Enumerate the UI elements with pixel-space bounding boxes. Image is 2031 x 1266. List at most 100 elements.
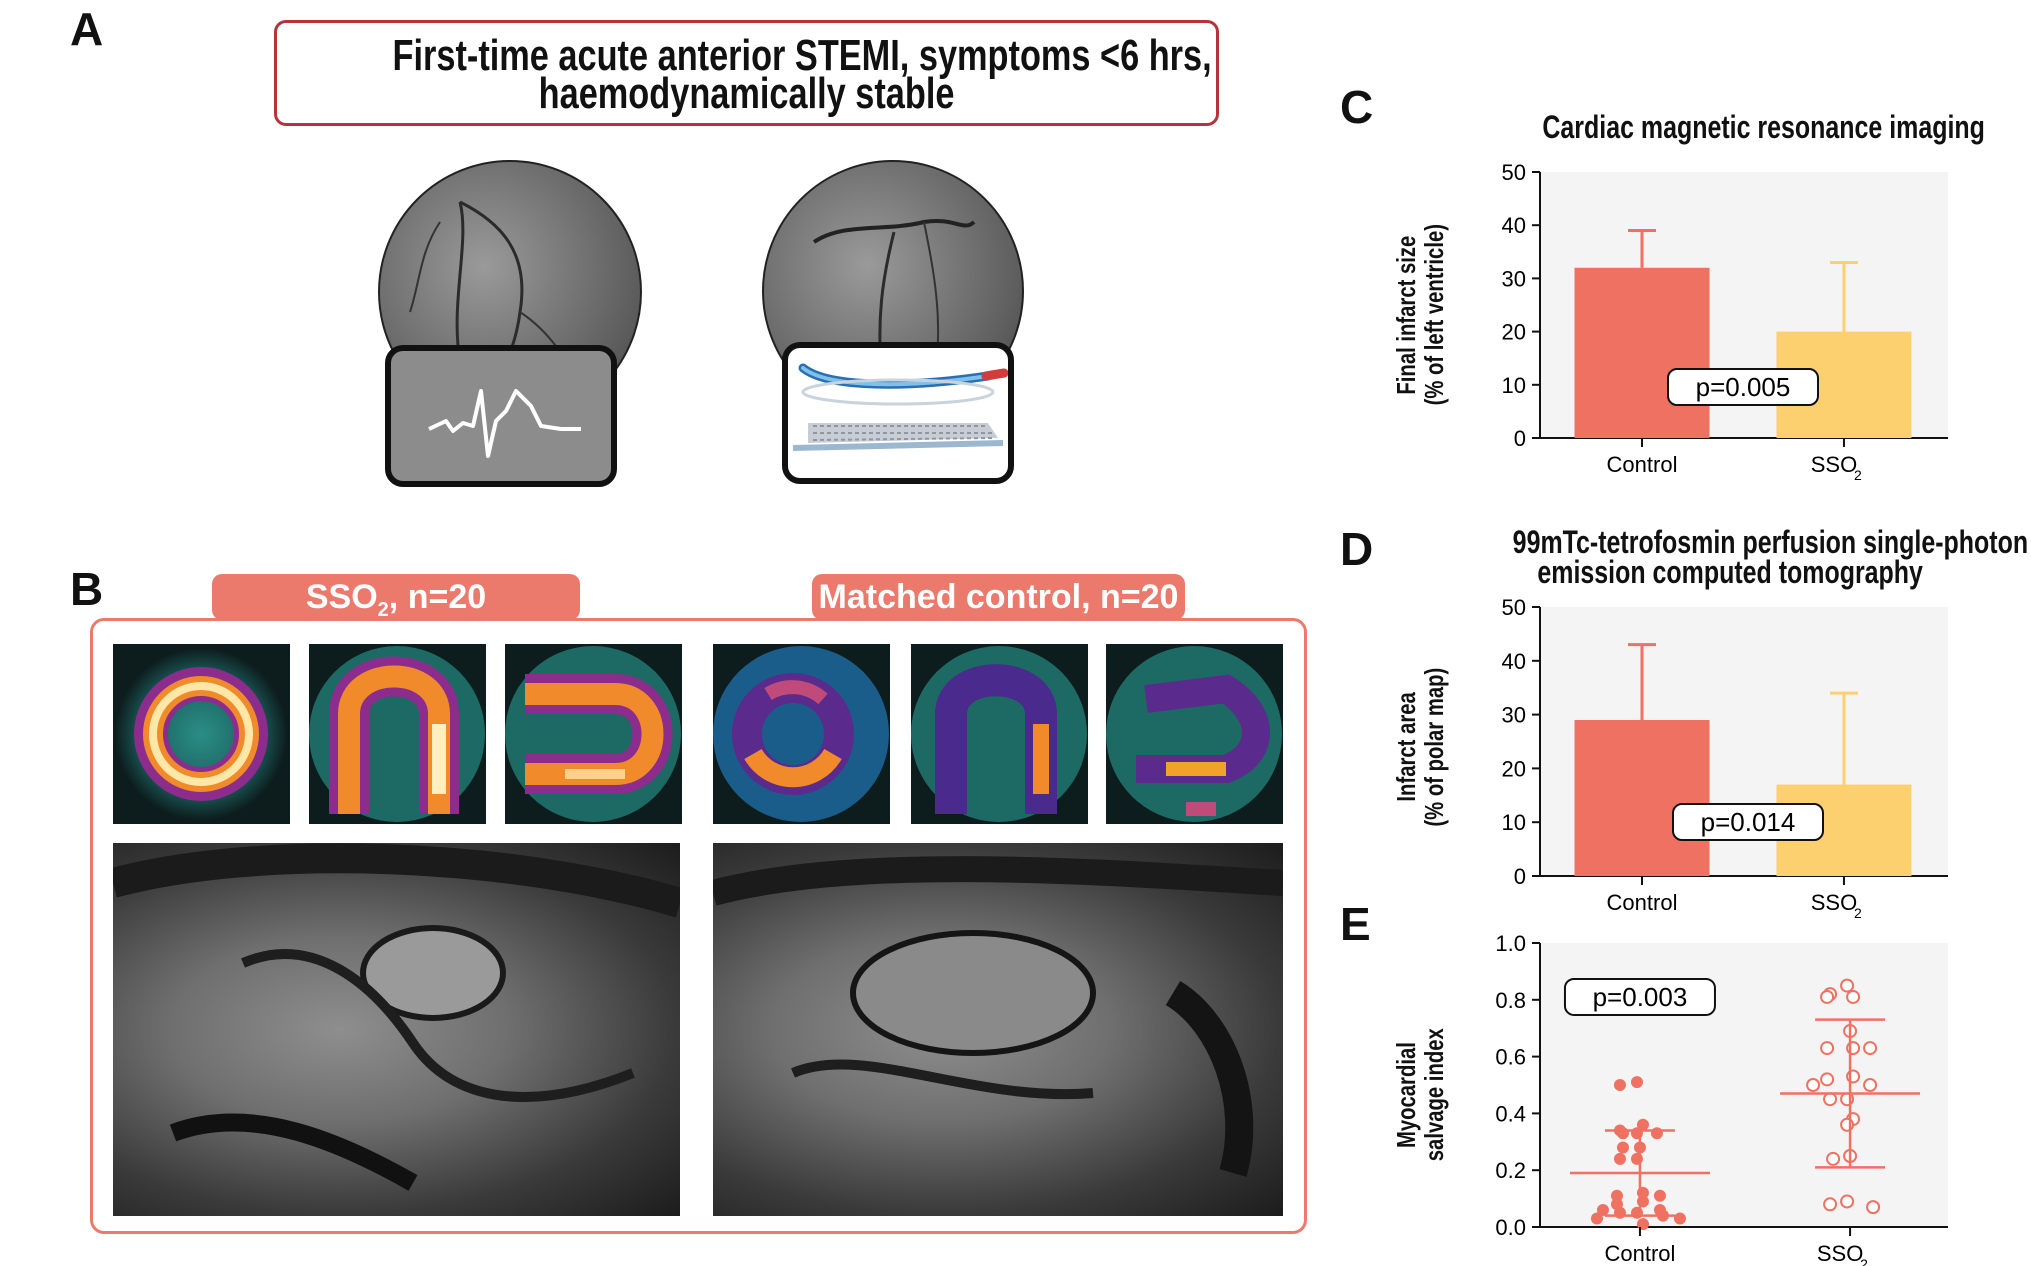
chart-d-svg: 0 10 20 30 40 50 Control SSO2 p=0.014 bbox=[1502, 595, 1948, 921]
chart-c-ytick-label: 40 bbox=[1502, 213, 1526, 238]
ecg-waveform-icon bbox=[428, 389, 581, 458]
chart-c-title-text: Cardiac magnetic resonance imaging bbox=[1542, 109, 1985, 145]
chart-d-ytick-label: 20 bbox=[1502, 756, 1526, 781]
chart-c-ytick-label: 0 bbox=[1514, 426, 1526, 451]
cmr-image-sso2 bbox=[113, 843, 680, 1216]
chart-d-xtick-label-control: Control bbox=[1607, 890, 1678, 915]
cmr-image-control bbox=[713, 843, 1283, 1216]
chart-c-ytick-label: 10 bbox=[1502, 373, 1526, 398]
chart-e-point-control bbox=[1616, 1141, 1629, 1154]
chart-e-ylabel: Myocardial salvage index bbox=[1391, 975, 1452, 1215]
chart-e-point-sso2 bbox=[1863, 1078, 1878, 1092]
chart-d-ytick-label: 30 bbox=[1502, 703, 1526, 728]
catheter-icon bbox=[792, 363, 1009, 451]
chart-d-title-line1: 99mTc-tetrofosmin perfusion single-photo… bbox=[1512, 524, 2029, 560]
chart-c-svg: 0 10 20 30 40 50 Control SSO2 p=0.005 bbox=[1502, 160, 1948, 483]
chart-e-point-control bbox=[1630, 1076, 1643, 1089]
chart-e-point-control bbox=[1653, 1189, 1666, 1202]
chart-c-xtick-label-sso2: SSO bbox=[1811, 452, 1857, 477]
chart-e-ytick-label: 0.2 bbox=[1495, 1158, 1526, 1183]
chart-e-ytick-label: 0.0 bbox=[1495, 1215, 1526, 1240]
criteria-line-1: First-time acute anterior STEMI, symptom… bbox=[392, 31, 1212, 80]
chart-c-ytick-label: 50 bbox=[1502, 160, 1526, 185]
chart-e-point-sso2 bbox=[1823, 1197, 1838, 1212]
chart-e-point-sso2 bbox=[1826, 1151, 1841, 1166]
chart-e-ytick-label: 0.8 bbox=[1495, 988, 1526, 1013]
sso2-label-sub: 2 bbox=[377, 598, 389, 621]
chart-e-point-control bbox=[1610, 1189, 1623, 1202]
chart-e-xtick-label-control: Control bbox=[1604, 1241, 1675, 1266]
sso2-label-rest: , n=20 bbox=[388, 578, 487, 616]
chart-c-bar-0 bbox=[1574, 267, 1710, 438]
chart-c-pvalue: p=0.005 bbox=[1696, 372, 1791, 402]
chart-d-ytick-label: 0 bbox=[1514, 864, 1526, 889]
chart-d-title: 99mTc-tetrofosmin perfusion single-photo… bbox=[1440, 526, 2028, 590]
catheter-device-box bbox=[782, 342, 1014, 484]
chart-e-point-sso2 bbox=[1820, 1041, 1835, 1056]
panel-letter-a: A bbox=[70, 3, 103, 55]
spect-sso2-short-axis bbox=[113, 644, 290, 824]
inclusion-criteria-box: First-time acute anterior STEMI, symptom… bbox=[274, 20, 1219, 126]
chart-e-point-control bbox=[1616, 1127, 1629, 1140]
chart-e-ytick-label: 0.4 bbox=[1495, 1101, 1526, 1126]
chart-d-ytick-label: 40 bbox=[1502, 649, 1526, 674]
chart-e-point-sso2 bbox=[1840, 1194, 1855, 1209]
chart-e-ytick-label: 1.0 bbox=[1495, 931, 1526, 956]
criteria-line-2: haemodynamically stable bbox=[538, 69, 955, 118]
chart-e-ylabel-line2: salvage index bbox=[1419, 1028, 1449, 1162]
chart-e-point-sso2 bbox=[1866, 1200, 1881, 1215]
chart-e-point-sso2 bbox=[1823, 1092, 1838, 1107]
chart-d-ylabel-line2: (% of polar map) bbox=[1419, 667, 1449, 827]
chart-e-point-control bbox=[1590, 1212, 1603, 1225]
chart-e-point-control bbox=[1613, 1079, 1626, 1091]
chart-e-point-sso2 bbox=[1846, 989, 1861, 1004]
chart-e-point-control bbox=[1673, 1212, 1686, 1225]
chart-c-title: Cardiac magnetic resonance imaging bbox=[1480, 111, 1984, 143]
chart-e-point-control bbox=[1650, 1127, 1663, 1140]
chart-e-pvalue: p=0.003 bbox=[1593, 982, 1688, 1012]
chart-d-ytick-label: 50 bbox=[1502, 595, 1526, 620]
chart-e-xtick-label-sso2: SSO bbox=[1817, 1241, 1863, 1266]
sso2-label-main: SSO bbox=[305, 578, 378, 616]
chart-e-point-control bbox=[1636, 1118, 1649, 1131]
chart-d-ytick-label: 10 bbox=[1502, 810, 1526, 835]
chart-c-ytick-label: 30 bbox=[1502, 266, 1526, 291]
chart-e-point-sso2 bbox=[1863, 1041, 1878, 1056]
chart-c-ylabel-line2: (% of left ventricle) bbox=[1419, 224, 1449, 406]
chart-d-title-line2: emission computed tomography bbox=[1537, 554, 1923, 590]
chart-d-xtick-label-sso2-sub: 2 bbox=[1854, 905, 1862, 921]
spect-control-horizontal-long-axis bbox=[1106, 644, 1283, 824]
chart-e-point-control bbox=[1596, 1203, 1609, 1216]
spect-control-vertical-long-axis bbox=[911, 644, 1088, 824]
panel-letter-d: D bbox=[1340, 523, 1373, 575]
chart-c-ytick-label: 20 bbox=[1502, 320, 1526, 345]
panel-letter-e: E bbox=[1340, 898, 1371, 950]
chart-c-ylabel: Final infarct size (% of left ventricle) bbox=[1391, 155, 1452, 475]
chart-e-point-sso2 bbox=[1840, 978, 1855, 993]
chart-e-point-sso2 bbox=[1820, 1072, 1835, 1087]
panel-letter-c: C bbox=[1340, 81, 1373, 133]
chart-d-xtick-label-sso2: SSO bbox=[1811, 890, 1857, 915]
control-label-text: Matched control, n=20 bbox=[818, 578, 1179, 616]
chart-e-point-sso2 bbox=[1820, 989, 1835, 1004]
chart-d-ylabel: Infarct area (% of polar map) bbox=[1391, 607, 1452, 887]
chart-e-point-sso2 bbox=[1806, 1078, 1821, 1092]
panel-letter-b: B bbox=[70, 563, 103, 615]
chart-e-point-control bbox=[1636, 1218, 1649, 1231]
chart-d-ylabel-line1: Infarct area bbox=[1391, 692, 1421, 802]
chart-e-xtick-label-sso2-sub: 2 bbox=[1860, 1256, 1868, 1266]
chart-e-pvalue-box bbox=[1563, 977, 1716, 1016]
ecg-monitor-box bbox=[385, 345, 617, 487]
chart-c-xtick-label-control: Control bbox=[1607, 452, 1678, 477]
chart-e-point-control bbox=[1613, 1206, 1626, 1219]
group-label-control: Matched control, n=20 bbox=[812, 574, 1185, 620]
spect-control-short-axis bbox=[713, 644, 890, 824]
chart-e-ytick-label: 0.6 bbox=[1495, 1045, 1526, 1070]
chart-e-svg: 0.0 0.2 0.4 0.6 0.8 1.0 Control SSO2 p=0.003 bbox=[1495, 931, 1948, 1266]
chart-d-pvalue: p=0.014 bbox=[1701, 807, 1796, 837]
chart-c-xtick-label-sso2-sub: 2 bbox=[1854, 467, 1862, 483]
panel-b-frame bbox=[90, 618, 1307, 1234]
spect-sso2-horizontal-long-axis bbox=[505, 644, 682, 824]
chart-e-point-control bbox=[1613, 1152, 1626, 1165]
chart-d-bar-0 bbox=[1574, 719, 1710, 876]
